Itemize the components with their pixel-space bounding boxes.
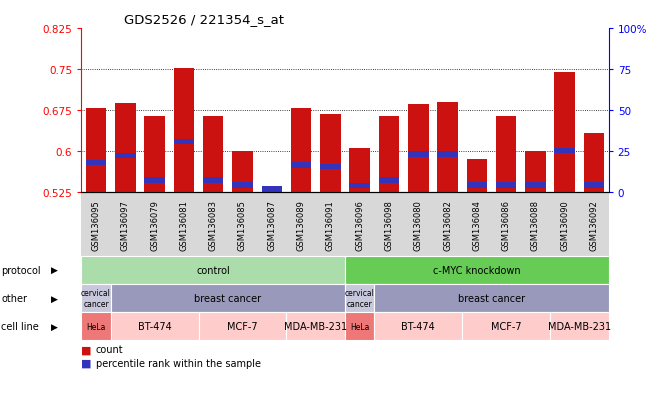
Text: cervical
cancer: cervical cancer	[81, 289, 111, 308]
Text: MDA-MB-231: MDA-MB-231	[548, 321, 611, 331]
Text: count: count	[96, 344, 123, 354]
Text: breast cancer: breast cancer	[194, 293, 262, 303]
Text: cell line: cell line	[1, 321, 39, 331]
Text: breast cancer: breast cancer	[458, 293, 525, 303]
Text: HeLa: HeLa	[350, 322, 369, 331]
Bar	[350, 149, 370, 192]
Text: ▶: ▶	[51, 294, 57, 303]
Bar	[291, 163, 311, 168]
Bar	[379, 178, 399, 183]
Text: BT-474: BT-474	[138, 321, 171, 331]
Bar	[320, 114, 340, 192]
Bar	[262, 187, 282, 192]
Bar	[86, 161, 106, 166]
Bar	[437, 102, 458, 192]
Bar	[203, 117, 223, 192]
Text: HeLa: HeLa	[87, 322, 105, 331]
Text: BT-474: BT-474	[402, 321, 435, 331]
Bar	[350, 183, 370, 189]
Text: cervical
cancer: cervical cancer	[345, 289, 374, 308]
Text: c-MYC knockdown: c-MYC knockdown	[433, 265, 521, 275]
Text: ■: ■	[81, 358, 92, 368]
Text: ▶: ▶	[51, 266, 57, 275]
Text: other: other	[1, 293, 27, 303]
Text: ▶: ▶	[51, 322, 57, 331]
Text: protocol: protocol	[1, 265, 41, 275]
Bar	[291, 109, 311, 192]
Bar	[555, 72, 575, 192]
Bar	[496, 183, 516, 188]
Text: control: control	[197, 265, 230, 275]
Bar	[408, 152, 428, 157]
Bar	[115, 154, 135, 159]
Text: MCF-7: MCF-7	[491, 321, 521, 331]
Text: percentile rank within the sample: percentile rank within the sample	[96, 358, 260, 368]
Bar	[262, 186, 282, 192]
Bar	[525, 183, 546, 188]
Text: MDA-MB-231: MDA-MB-231	[284, 321, 347, 331]
Bar	[174, 69, 194, 192]
Bar	[467, 159, 487, 192]
Bar	[408, 105, 428, 192]
Bar	[86, 109, 106, 192]
Bar	[584, 183, 604, 188]
Bar	[232, 183, 253, 188]
Bar	[203, 178, 223, 183]
Bar	[379, 117, 399, 192]
Bar	[320, 164, 340, 170]
Text: ■: ■	[81, 344, 92, 354]
Bar	[525, 151, 546, 192]
Bar	[145, 117, 165, 192]
Bar	[584, 134, 604, 192]
Bar	[232, 151, 253, 192]
Text: GDS2526 / 221354_s_at: GDS2526 / 221354_s_at	[124, 13, 284, 26]
Bar	[467, 183, 487, 188]
Bar	[437, 152, 458, 157]
Bar	[496, 117, 516, 192]
Text: MCF-7: MCF-7	[227, 321, 258, 331]
Bar	[115, 104, 135, 192]
Bar	[174, 139, 194, 145]
Bar	[145, 178, 165, 183]
Bar	[555, 149, 575, 154]
